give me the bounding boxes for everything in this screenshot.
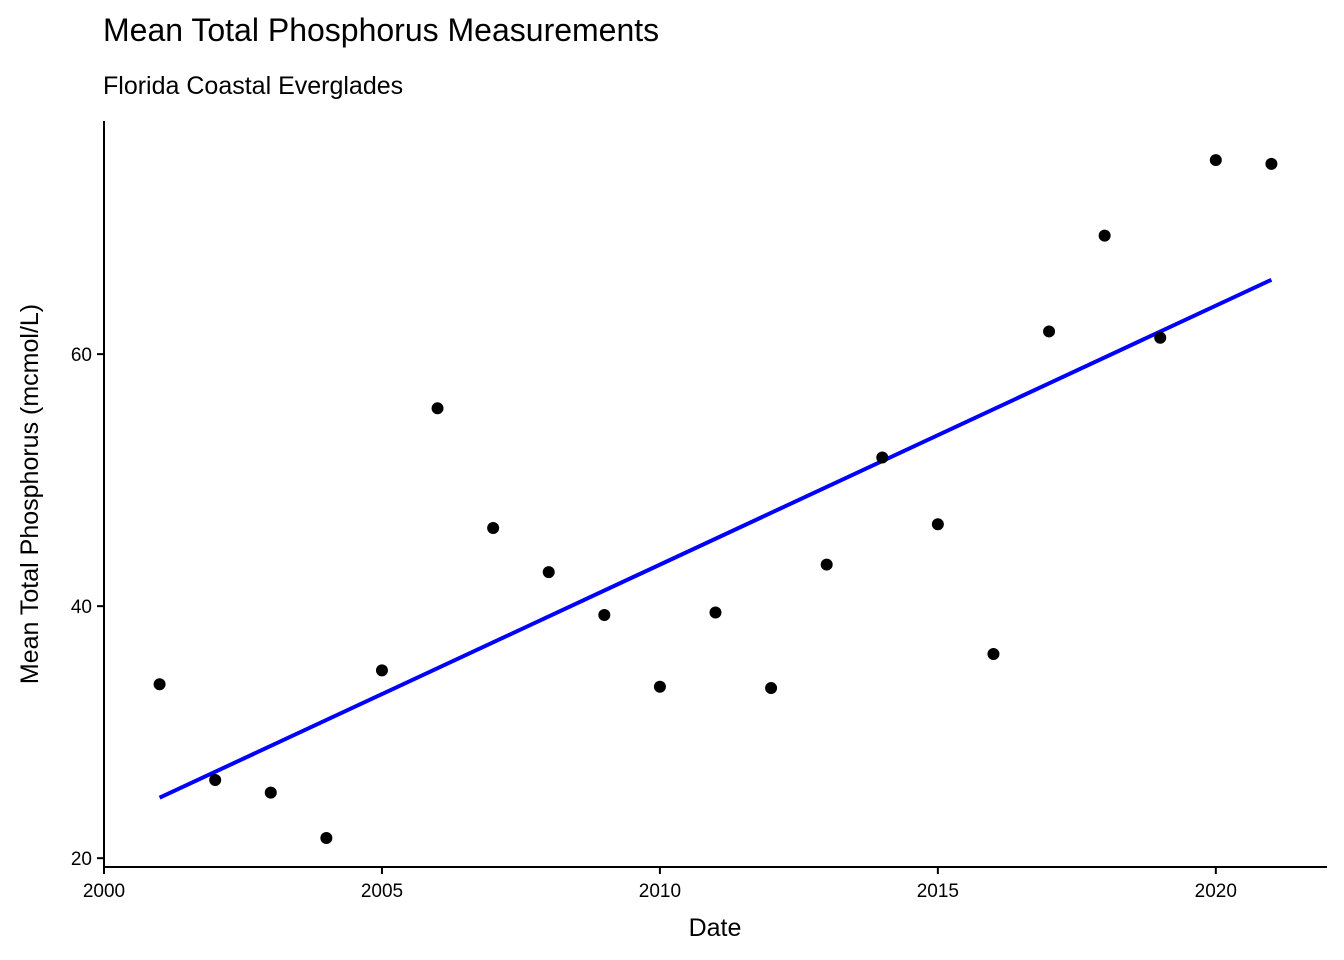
points-layer	[153, 154, 1278, 845]
axes-layer	[103, 121, 1327, 868]
data-point	[375, 664, 388, 677]
y-tick-label: 40	[71, 597, 92, 618]
data-point	[264, 786, 277, 799]
y-tick-label: 60	[71, 345, 92, 366]
data-point	[1154, 331, 1167, 344]
data-point	[153, 678, 166, 691]
y-axis-title: Mean Total Phosphorus (mcmol/L)	[16, 304, 44, 684]
data-point	[1043, 325, 1056, 338]
data-point	[765, 682, 778, 695]
data-point	[987, 648, 1000, 661]
trendline-layer	[158, 277, 1273, 800]
data-point	[820, 558, 833, 571]
data-point	[1098, 229, 1111, 242]
data-point	[653, 680, 666, 693]
chart-subtitle: Florida Coastal Everglades	[103, 72, 404, 100]
data-point	[709, 606, 722, 619]
x-tick-label: 2000	[83, 881, 125, 902]
data-point	[931, 518, 944, 531]
trendline	[158, 277, 1273, 800]
data-point	[1209, 154, 1222, 167]
data-point	[598, 608, 611, 621]
y-tick-label: 20	[71, 849, 92, 870]
data-point	[487, 522, 500, 535]
data-point	[431, 402, 444, 415]
x-tick-label: 2010	[639, 881, 681, 902]
x-axis-title: Date	[689, 914, 742, 942]
x-tick-label: 2020	[1195, 881, 1237, 902]
data-point	[209, 774, 222, 787]
data-point	[1265, 157, 1278, 170]
x-tick-label: 2015	[917, 881, 959, 902]
data-point	[876, 451, 889, 464]
data-point	[320, 832, 333, 845]
chart-title: Mean Total Phosphorus Measurements	[103, 12, 660, 48]
data-point	[542, 566, 555, 579]
x-tick-label: 2005	[361, 881, 403, 902]
